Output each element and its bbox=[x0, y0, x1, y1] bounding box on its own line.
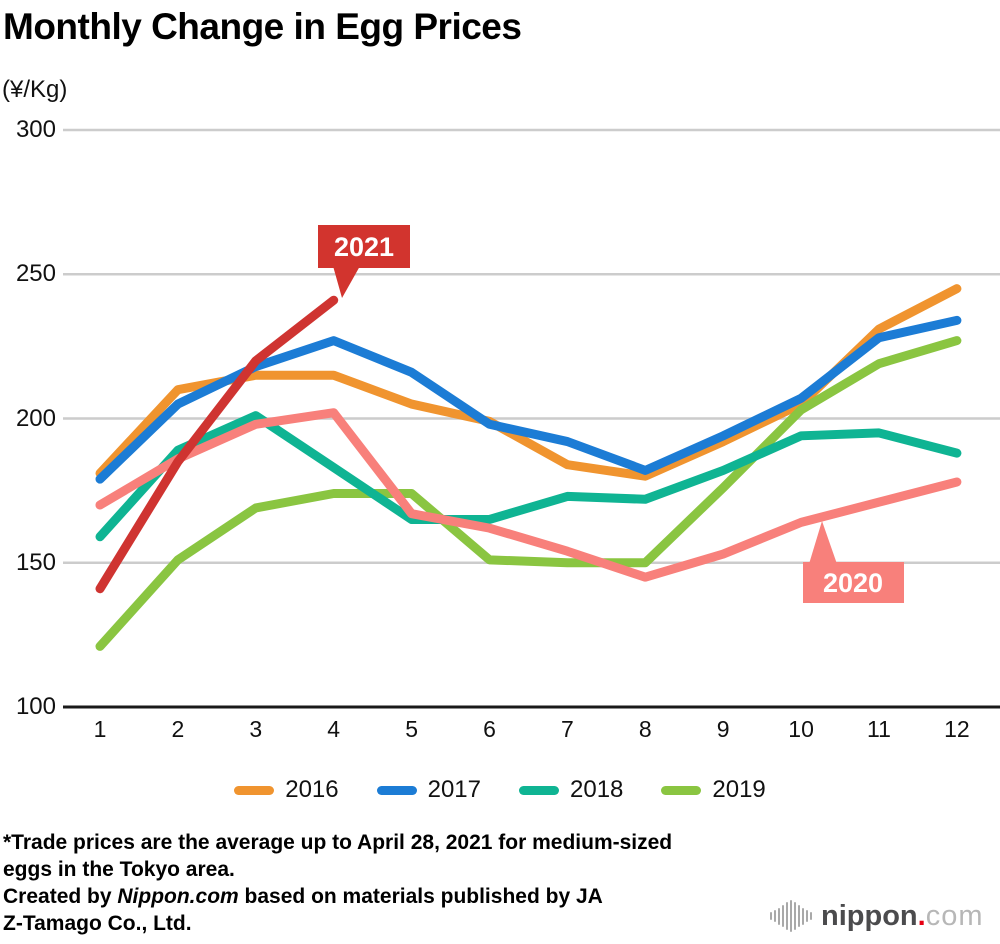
series-line-2018 bbox=[95, 411, 962, 542]
legend-item-2019: 2019 bbox=[661, 776, 766, 804]
series-line-2019 bbox=[95, 336, 962, 651]
callout-2020-tail bbox=[809, 521, 837, 564]
legend-label-2018: 2018 bbox=[570, 776, 624, 803]
x-axis-label-1: 1 bbox=[93, 716, 107, 742]
y-axis-label-100: 100 bbox=[15, 693, 56, 720]
legend-swatch-2017 bbox=[376, 785, 417, 795]
x-axis-label-10: 10 bbox=[788, 716, 814, 742]
legend-item-2017: 2017 bbox=[376, 776, 481, 804]
x-axis-label-9: 9 bbox=[716, 716, 730, 742]
legend-label-2019: 2019 bbox=[712, 776, 766, 803]
credit-line-2: Z-Tamago Co., Ltd. bbox=[3, 912, 192, 935]
x-axis-label-11: 11 bbox=[867, 716, 891, 742]
data-series bbox=[95, 284, 962, 651]
y-axis-label-300: 300 bbox=[15, 116, 56, 143]
legend-item-2016: 2016 bbox=[234, 776, 339, 804]
legend-item-2018: 2018 bbox=[519, 776, 623, 804]
callout-2021: 2021 bbox=[318, 225, 410, 298]
legend-label-2017: 2017 bbox=[427, 776, 481, 803]
callout-2020-label: 2020 bbox=[823, 568, 883, 598]
note-line-1: *Trade prices are the average up to Apri… bbox=[3, 831, 673, 854]
legend-swatch-2019 bbox=[661, 785, 702, 795]
x-axis-label-2: 2 bbox=[171, 716, 185, 742]
callout-2020-box bbox=[803, 562, 904, 603]
y-axis-label-250: 250 bbox=[15, 260, 56, 288]
chart-legend: 2016 2017 2018 2019 bbox=[0, 776, 1000, 804]
y-axis-unit-label: (¥/Kg) bbox=[2, 76, 68, 103]
y-axis-label-150: 150 bbox=[15, 548, 56, 576]
source-note: *Trade prices are the average up to Apri… bbox=[3, 829, 672, 937]
legend-swatch-2018 bbox=[519, 785, 559, 795]
callout-2021-box bbox=[318, 225, 410, 268]
x-axis-label-4: 4 bbox=[327, 716, 341, 742]
brand-name: Nippon.com bbox=[117, 885, 239, 908]
logo-word-nippon: nippon bbox=[821, 900, 918, 932]
callout-2021-tail bbox=[333, 266, 360, 298]
note-line-2: eggs in the Tokyo area. bbox=[3, 858, 235, 881]
gridlines bbox=[63, 128, 1000, 709]
legend-label-2016: 2016 bbox=[285, 776, 339, 803]
y-axis-label-200: 200 bbox=[15, 404, 56, 432]
series-line-2021 bbox=[95, 295, 339, 594]
logo-red-dot: . bbox=[917, 900, 926, 932]
soundwave-bars-icon bbox=[770, 900, 812, 932]
x-axis-label-12: 12 bbox=[944, 716, 970, 742]
x-axis-label-6: 6 bbox=[483, 716, 496, 742]
page-title: Monthly Change in Egg Prices bbox=[3, 6, 522, 47]
callout-2020: 2020 bbox=[803, 521, 904, 603]
x-axis-label-7: 7 bbox=[560, 716, 574, 742]
credit-line-1: Created by Nippon.com based on materials… bbox=[3, 885, 603, 908]
x-axis-label-3: 3 bbox=[249, 716, 263, 742]
nippon-logo: nippon.com bbox=[770, 898, 984, 934]
x-axis-label-8: 8 bbox=[638, 716, 652, 742]
x-axis-label-5: 5 bbox=[405, 716, 418, 742]
series-line-2020 bbox=[95, 408, 962, 582]
callout-2021-label: 2021 bbox=[334, 232, 394, 262]
legend-swatch-2016 bbox=[234, 785, 275, 795]
logo-word-com: com bbox=[925, 900, 984, 932]
